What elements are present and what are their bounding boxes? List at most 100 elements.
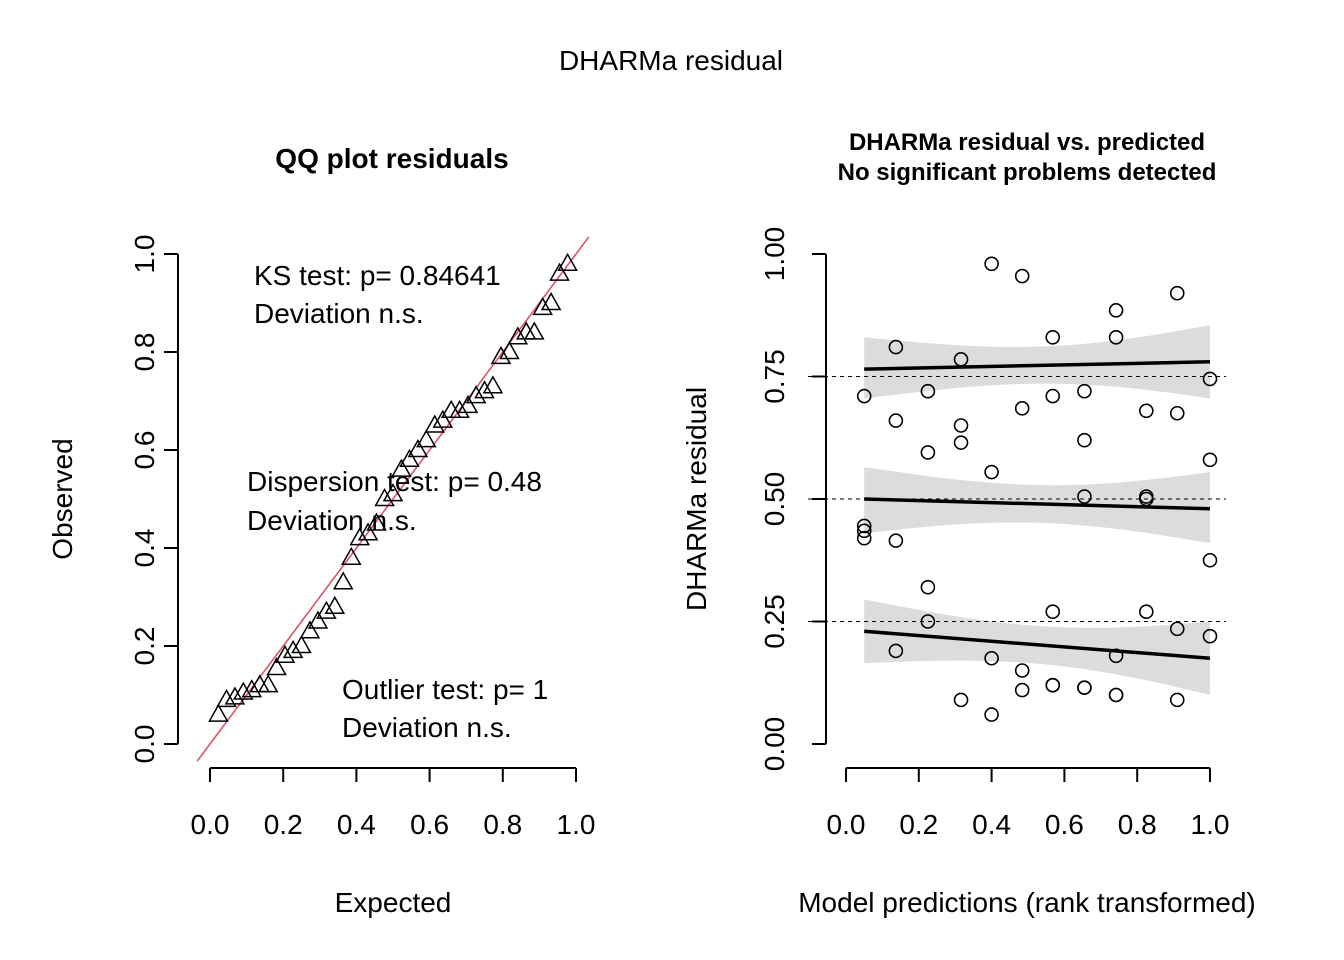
residual-point xyxy=(1169,405,1185,421)
residual-x-tick-label: 0.8 xyxy=(1118,809,1157,840)
qq-point xyxy=(357,522,379,541)
qq-point xyxy=(340,546,362,566)
qq-point xyxy=(274,644,296,664)
residual-point xyxy=(1202,628,1218,644)
residual-point xyxy=(1108,329,1124,345)
residual-point xyxy=(1139,604,1154,620)
residual-point xyxy=(953,418,969,433)
residual-y-tick-label: 0.00 xyxy=(759,717,790,772)
qq-point xyxy=(233,681,254,700)
residual-point xyxy=(984,464,999,480)
residual-point xyxy=(920,579,936,595)
qq-x-axis-label: Expected xyxy=(335,887,452,918)
residual-point xyxy=(984,256,999,272)
residual-y-tick-label: 0.25 xyxy=(759,594,790,649)
residual-point xyxy=(1014,401,1030,416)
qq-point xyxy=(257,674,279,693)
qq-point xyxy=(224,686,246,705)
residual-x-tick-label: 0.4 xyxy=(972,809,1011,840)
qq-x-tick-label: 1.0 xyxy=(557,809,596,840)
ks-deviation-text: Deviation n.s. xyxy=(254,298,424,329)
residual-point xyxy=(856,388,872,404)
qq-point xyxy=(424,414,446,433)
qq-x-tick-label: 0.8 xyxy=(483,809,522,840)
qq-point xyxy=(549,262,570,281)
qq-y-axis-label: Observed xyxy=(47,438,78,559)
figure-title: DHARMa residual xyxy=(559,45,783,76)
dispersion-deviation-text: Deviation n.s. xyxy=(247,505,417,536)
residual-point xyxy=(1108,687,1124,703)
residual-point xyxy=(1045,677,1061,693)
qq-point xyxy=(216,688,237,708)
qq-y-tick-label: 0.2 xyxy=(129,627,160,666)
residual-point xyxy=(1108,303,1124,318)
qq-point xyxy=(432,409,454,428)
residual-point xyxy=(1202,552,1218,568)
qq-point xyxy=(399,448,420,468)
qq-point xyxy=(241,679,263,698)
residual-point xyxy=(953,352,969,367)
residual-point xyxy=(1077,432,1092,448)
residual-point xyxy=(1014,268,1030,284)
qq-point xyxy=(299,620,321,639)
residual-point xyxy=(888,643,904,659)
residual-x-tick-label: 0.0 xyxy=(827,809,866,840)
residual-point xyxy=(888,339,904,355)
residual-point xyxy=(1077,383,1092,399)
qq-point xyxy=(316,600,337,619)
quantile-fit-line xyxy=(864,497,1211,511)
residual-point xyxy=(1045,388,1061,404)
qq-point xyxy=(407,439,429,458)
qq-point xyxy=(374,488,395,507)
qq-y-tick-label: 0.0 xyxy=(129,725,160,764)
qq-point xyxy=(332,571,354,590)
qq-point xyxy=(523,321,545,340)
residual-y-tick-label: 0.50 xyxy=(759,472,790,527)
qq-point xyxy=(474,380,495,399)
residual-point xyxy=(984,707,999,722)
residual-point xyxy=(1108,648,1124,664)
quantile-confidence-band xyxy=(864,599,1210,695)
qq-point xyxy=(382,483,404,502)
qq-point xyxy=(266,657,287,676)
qq-point xyxy=(324,595,346,615)
qq-point xyxy=(457,394,479,414)
residual-y-tick-label: 1.00 xyxy=(759,227,790,282)
qq-point xyxy=(540,292,562,311)
qq-x-tick-label: 0.0 xyxy=(191,809,230,840)
residual-point xyxy=(856,523,872,539)
residual-point xyxy=(920,614,936,629)
residual-point xyxy=(984,650,999,666)
residual-point xyxy=(953,692,969,708)
residual-plot-subtitle: No significant problems detected xyxy=(838,159,1217,186)
qq-point xyxy=(465,385,487,404)
qq-plot-panel: QQ plot residuals 0.0 0.2 0.4 0.6 0.8 1.0 0.0… xyxy=(47,143,595,918)
residual-x-axis-label: Model predictions (rank transformed) xyxy=(798,887,1256,918)
qq-point xyxy=(507,326,529,345)
qq-point xyxy=(490,345,512,365)
residual-x-tick-label: 0.2 xyxy=(899,809,938,840)
residual-point xyxy=(1139,491,1154,507)
residual-point xyxy=(920,445,936,460)
residual-point xyxy=(920,383,936,399)
residual-point xyxy=(1202,371,1218,387)
qq-point xyxy=(416,429,437,448)
qq-y-tick-label: 1.0 xyxy=(129,235,160,274)
dispersion-test-text: Dispersion test: p= 0.48 xyxy=(247,466,542,497)
qq-point xyxy=(449,399,470,419)
qq-point xyxy=(366,512,387,531)
residual-point xyxy=(953,435,969,450)
qq-y-tick-label: 0.6 xyxy=(129,431,160,470)
residual-point xyxy=(1045,329,1061,345)
quantile-fit-line xyxy=(864,360,1211,371)
qq-point xyxy=(282,639,304,659)
qq-point xyxy=(482,375,504,394)
qq-y-tick-label: 0.8 xyxy=(129,333,160,372)
qq-reference-line xyxy=(196,236,590,762)
residual-y-axis-label: DHARMa residual xyxy=(681,387,712,611)
outlier-deviation-text: Deviation n.s. xyxy=(342,712,512,743)
residual-plot-title: DHARMa residual vs. predicted xyxy=(849,129,1205,156)
ks-test-text: KS test: p= 0.84641 xyxy=(254,260,501,291)
qq-point xyxy=(291,635,312,654)
